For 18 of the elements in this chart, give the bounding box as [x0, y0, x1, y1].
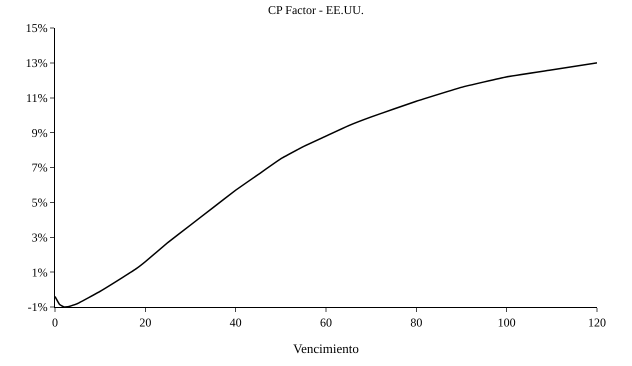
y-tick-label: 5%: [32, 196, 48, 210]
x-tick-label: 100: [498, 315, 516, 330]
x-axis-title: Vencimiento: [293, 341, 359, 356]
x-tick-label: 40: [230, 315, 242, 330]
x-tick-label: 0: [52, 315, 58, 330]
y-tick-label: 3%: [32, 230, 48, 244]
x-tick-label: 20: [139, 315, 152, 330]
y-tick-label: 9%: [32, 126, 48, 140]
y-tick-label: 13%: [26, 56, 48, 70]
chart-title: CP Factor - EE.UU.: [268, 2, 364, 17]
x-tick-label: 80: [410, 315, 422, 330]
y-tick-label: 11%: [26, 90, 48, 105]
y-tick-label: 15%: [26, 21, 48, 36]
x-tick-label: 60: [320, 315, 332, 330]
y-tick-label: -1%: [28, 300, 48, 314]
y-tick-label: 1%: [32, 265, 48, 280]
y-tick-label: 7%: [32, 160, 48, 175]
x-tick-label: 120: [588, 315, 606, 330]
